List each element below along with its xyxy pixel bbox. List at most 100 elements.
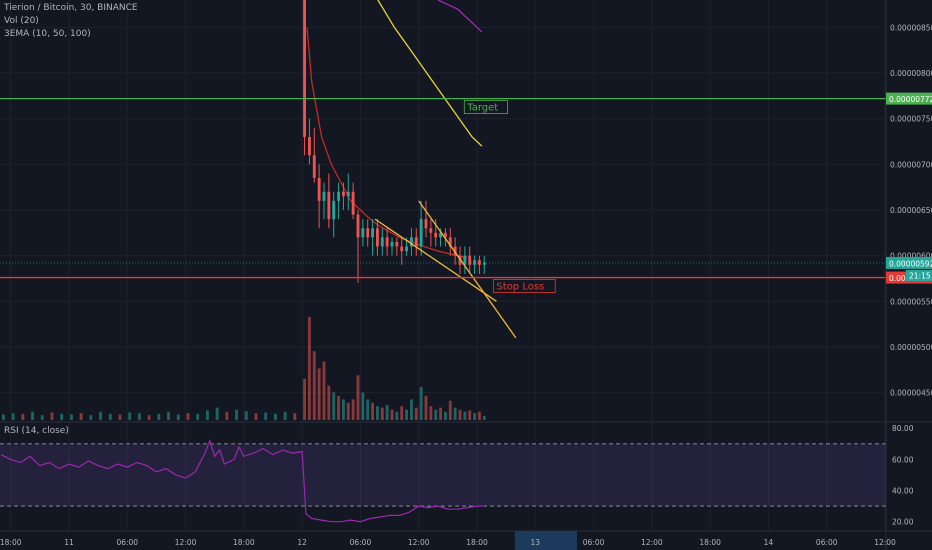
candle-body-8 xyxy=(341,191,345,197)
volume-bar-65 xyxy=(468,410,472,420)
candle-body-7 xyxy=(337,191,340,201)
candle-body-19 xyxy=(395,241,399,247)
wedge-line-0[interactable] xyxy=(418,200,517,339)
candle-body-16 xyxy=(380,237,384,247)
candle-body-31 xyxy=(453,246,457,256)
candle-body-13 xyxy=(366,228,370,238)
ema-50-line xyxy=(377,0,483,147)
volume-bar-17 xyxy=(167,411,170,420)
candle-32 xyxy=(458,246,462,274)
volume-bar-67 xyxy=(478,411,481,420)
volume-bar-28 xyxy=(273,413,277,420)
volume-bar-37 xyxy=(332,392,336,420)
volume-bar-59 xyxy=(439,407,442,420)
volume-bar-30 xyxy=(293,413,297,420)
volume-bar-31 xyxy=(303,378,306,420)
volume-bar-11 xyxy=(108,413,112,420)
volume-bar-64 xyxy=(463,411,467,420)
time-label-0: 18:00 xyxy=(0,538,22,547)
candle-body-12 xyxy=(361,228,365,238)
volume-bar-29 xyxy=(283,411,287,420)
volume-bar-5 xyxy=(50,412,54,420)
candle-body-37 xyxy=(482,262,486,265)
candle-15 xyxy=(375,219,379,256)
candle-body-32 xyxy=(458,255,462,265)
time-axis[interactable]: 18:00 11 06:00 12:00 18:00 12 06:00 12:00 18:00 1… xyxy=(0,531,896,550)
volume-bar-68 xyxy=(482,415,486,420)
time-label-3: 12:00 xyxy=(175,538,197,547)
target-price-tag-bg xyxy=(886,92,932,105)
ema-lines xyxy=(306,0,483,259)
target-label[interactable]: Target xyxy=(466,103,498,114)
price-levels[interactable]: Target Stop Loss xyxy=(0,97,886,293)
volume-legend[interactable]: Vol (20) xyxy=(4,16,39,26)
volume-bar-24 xyxy=(235,409,238,420)
ema-100-line xyxy=(437,0,483,33)
candle-body-4 xyxy=(322,191,326,201)
wedge-line-1[interactable] xyxy=(374,218,497,302)
stop-loss-label[interactable]: Stop Loss xyxy=(496,282,544,293)
candle-0 xyxy=(303,0,306,156)
candle-body-6 xyxy=(332,200,336,220)
volume-bar-34 xyxy=(317,368,321,420)
candle-16 xyxy=(380,228,384,256)
volume-bar-3 xyxy=(31,411,34,420)
ema-legend[interactable]: 3EMA (10, 50, 100) xyxy=(4,29,91,39)
candle-17 xyxy=(385,228,389,256)
stop-loss-label-box xyxy=(493,279,556,293)
time-label-7: 12:00 xyxy=(408,538,430,547)
price-tick-5: 0.00000600 xyxy=(890,252,932,261)
volume-bar-12 xyxy=(118,414,122,420)
price-tick-7: 0.00000500 xyxy=(890,343,932,352)
rsi-tick-3: 20.00 xyxy=(892,518,914,527)
candle-body-33 xyxy=(463,255,467,265)
candle-body-26 xyxy=(429,228,433,233)
price-tick-4: 0.00000650 xyxy=(890,206,932,215)
candle-body-17 xyxy=(385,237,389,247)
candle-4 xyxy=(322,182,326,220)
time-axis-highlight xyxy=(514,531,578,550)
rsi-legend[interactable]: RSI (14, close) xyxy=(4,426,69,436)
volume-bar-35 xyxy=(322,361,326,420)
time-label-2: 06:00 xyxy=(116,538,138,547)
time-label-1: 11 xyxy=(64,538,74,547)
rsi-band xyxy=(0,443,886,507)
candle-36 xyxy=(478,255,481,274)
candle-body-1 xyxy=(307,136,311,156)
wedge-drawing[interactable] xyxy=(374,200,517,339)
volume-bar-45 xyxy=(371,402,374,420)
volume-bar-44 xyxy=(366,399,370,420)
time-label-14: 06:00 xyxy=(816,538,838,547)
volume-bar-7 xyxy=(69,414,73,420)
volume-bar-42 xyxy=(356,375,360,420)
volume-bar-58 xyxy=(434,409,438,420)
volume-bar-2 xyxy=(21,413,25,420)
grid-lines xyxy=(0,0,886,531)
candle-body-25 xyxy=(424,219,428,229)
symbol-legend[interactable]: Tierion / Bitcoin, 30, BINANCE xyxy=(4,3,138,13)
candle-9 xyxy=(346,173,350,210)
volume-bar-46 xyxy=(375,406,379,420)
time-label-12: 18:00 xyxy=(699,538,721,547)
candle-body-36 xyxy=(478,260,481,265)
time-label-9: 13 xyxy=(531,538,541,547)
candle-2 xyxy=(312,127,316,183)
volume-bar-52 xyxy=(405,409,408,420)
candle-body-0 xyxy=(303,0,306,137)
candlesticks xyxy=(303,0,486,284)
candle-24 xyxy=(419,200,423,256)
volume-bar-43 xyxy=(361,392,365,420)
volume-bar-51 xyxy=(400,406,404,420)
last-price-tag[interactable]: 0.00000592 21:15 xyxy=(886,256,932,281)
volume-bar-21 xyxy=(205,410,209,420)
volume-bar-19 xyxy=(186,413,190,420)
volume-bar-53 xyxy=(409,399,413,420)
target-price-value: 0.00000772 xyxy=(889,95,932,104)
target-price-tag[interactable]: 0.00000772 xyxy=(886,92,932,105)
price-axis[interactable]: 0.000007720.000005760.000008500.00000800… xyxy=(886,23,932,527)
volume-bar-14 xyxy=(137,413,141,420)
volume-bar-9 xyxy=(89,415,93,420)
price-tick-1: 0.00000800 xyxy=(890,69,932,78)
